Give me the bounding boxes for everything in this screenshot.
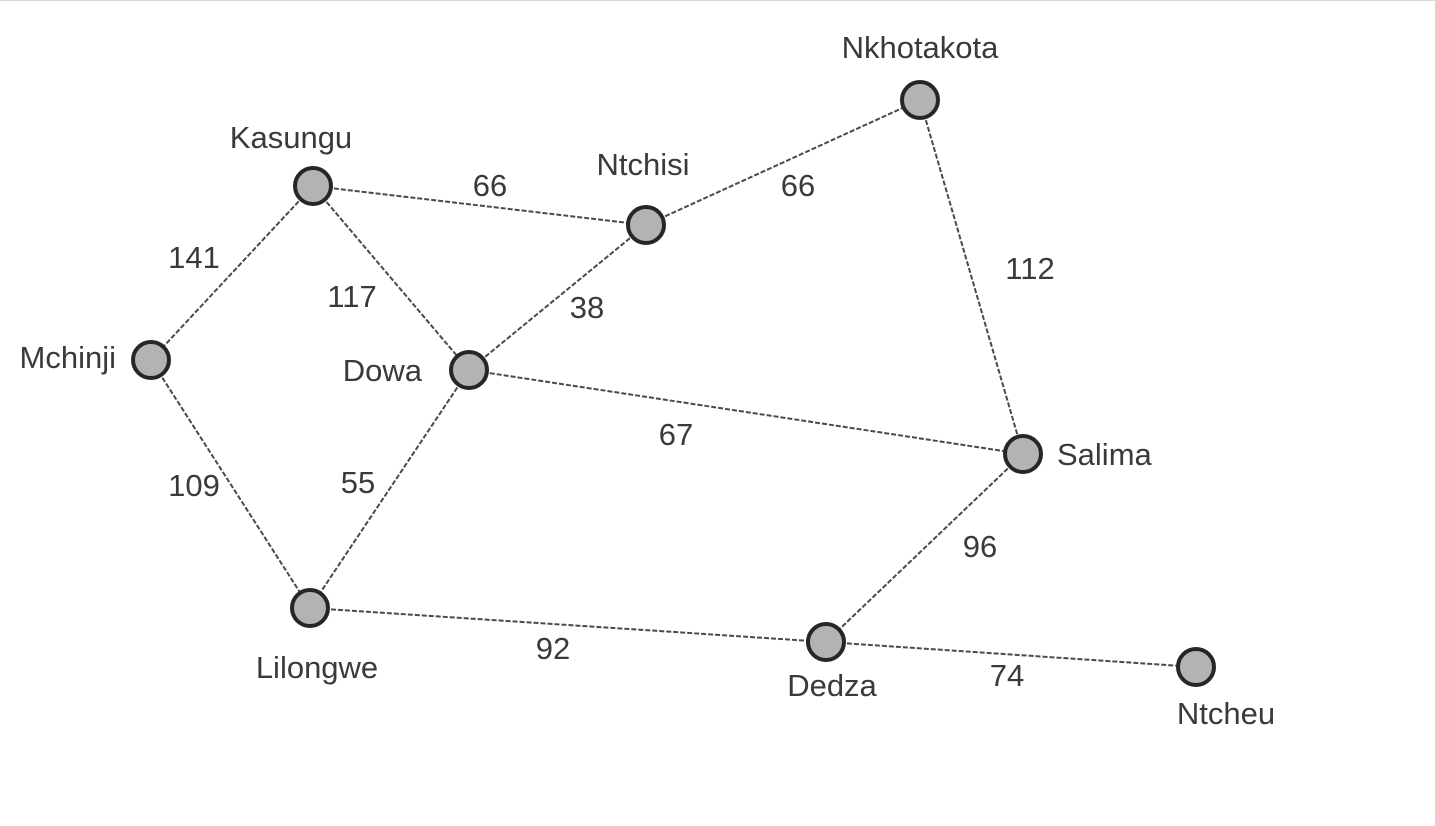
edge-kasungu-dowa xyxy=(312,185,470,371)
edge-weight-dedza-ntcheu: 74 xyxy=(990,658,1024,693)
edge-weight-mchinji-lilongwe: 109 xyxy=(168,468,220,503)
node-label-ntcheu: Ntcheu xyxy=(1177,696,1275,731)
edge-ntchisi-nkhotakota xyxy=(645,99,921,226)
node-nkhotakota xyxy=(900,80,940,120)
node-kasungu xyxy=(293,166,333,206)
edge-dowa-ntchisi xyxy=(468,224,647,371)
node-label-dedza: Dedza xyxy=(787,668,877,703)
edge-weight-kasungu-mchinji: 141 xyxy=(168,240,220,275)
edge-lilongwe-dedza xyxy=(309,607,827,643)
edge-weight-nkhotakota-salima: 112 xyxy=(1005,251,1054,286)
edge-dowa-lilongwe xyxy=(309,369,470,609)
node-ntcheu xyxy=(1176,647,1216,687)
node-mchinji xyxy=(131,340,171,380)
node-label-mchinji: Mchinji xyxy=(20,340,116,375)
node-salima xyxy=(1003,434,1043,474)
edge-kasungu-mchinji xyxy=(150,185,314,361)
edge-weight-dowa-lilongwe: 55 xyxy=(341,465,375,500)
edge-weight-dowa-ntchisi: 38 xyxy=(570,290,604,325)
edge-weight-dowa-salima: 67 xyxy=(659,417,693,452)
edge-mchinji-lilongwe xyxy=(150,359,311,609)
node-lilongwe xyxy=(290,588,330,628)
edge-dowa-salima xyxy=(468,369,1024,455)
edge-salima-dedza xyxy=(825,453,1024,643)
edge-nkhotakota-salima xyxy=(919,99,1024,455)
edges-layer xyxy=(150,99,1197,668)
node-label-nkhotakota: Nkhotakota xyxy=(842,30,1000,65)
edge-weight-ntchisi-nkhotakota: 66 xyxy=(781,168,815,203)
edge-weight-kasungu-ntchisi: 66 xyxy=(473,168,507,203)
nodes-layer xyxy=(131,80,1216,687)
node-label-lilongwe: Lilongwe xyxy=(256,650,378,685)
edge-dedza-ntcheu xyxy=(825,641,1197,668)
node-ntchisi xyxy=(626,205,666,245)
edge-weights-layer: 66 66 141 117 38 112 67 109 55 96 92 74 xyxy=(168,168,1055,693)
node-label-salima: Salima xyxy=(1057,437,1153,472)
node-labels-layer: Kasungu Ntchisi Nkhotakota Mchinji Dowa Salim… xyxy=(20,30,1276,731)
node-label-ntchisi: Ntchisi xyxy=(596,147,689,182)
node-dedza xyxy=(806,622,846,662)
node-label-kasungu: Kasungu xyxy=(230,120,352,155)
edge-weight-salima-dedza: 96 xyxy=(963,529,997,564)
edge-weight-lilongwe-dedza: 92 xyxy=(536,631,570,666)
node-label-dowa: Dowa xyxy=(343,353,423,388)
node-dowa xyxy=(449,350,489,390)
edge-weight-kasungu-dowa: 117 xyxy=(327,279,376,314)
